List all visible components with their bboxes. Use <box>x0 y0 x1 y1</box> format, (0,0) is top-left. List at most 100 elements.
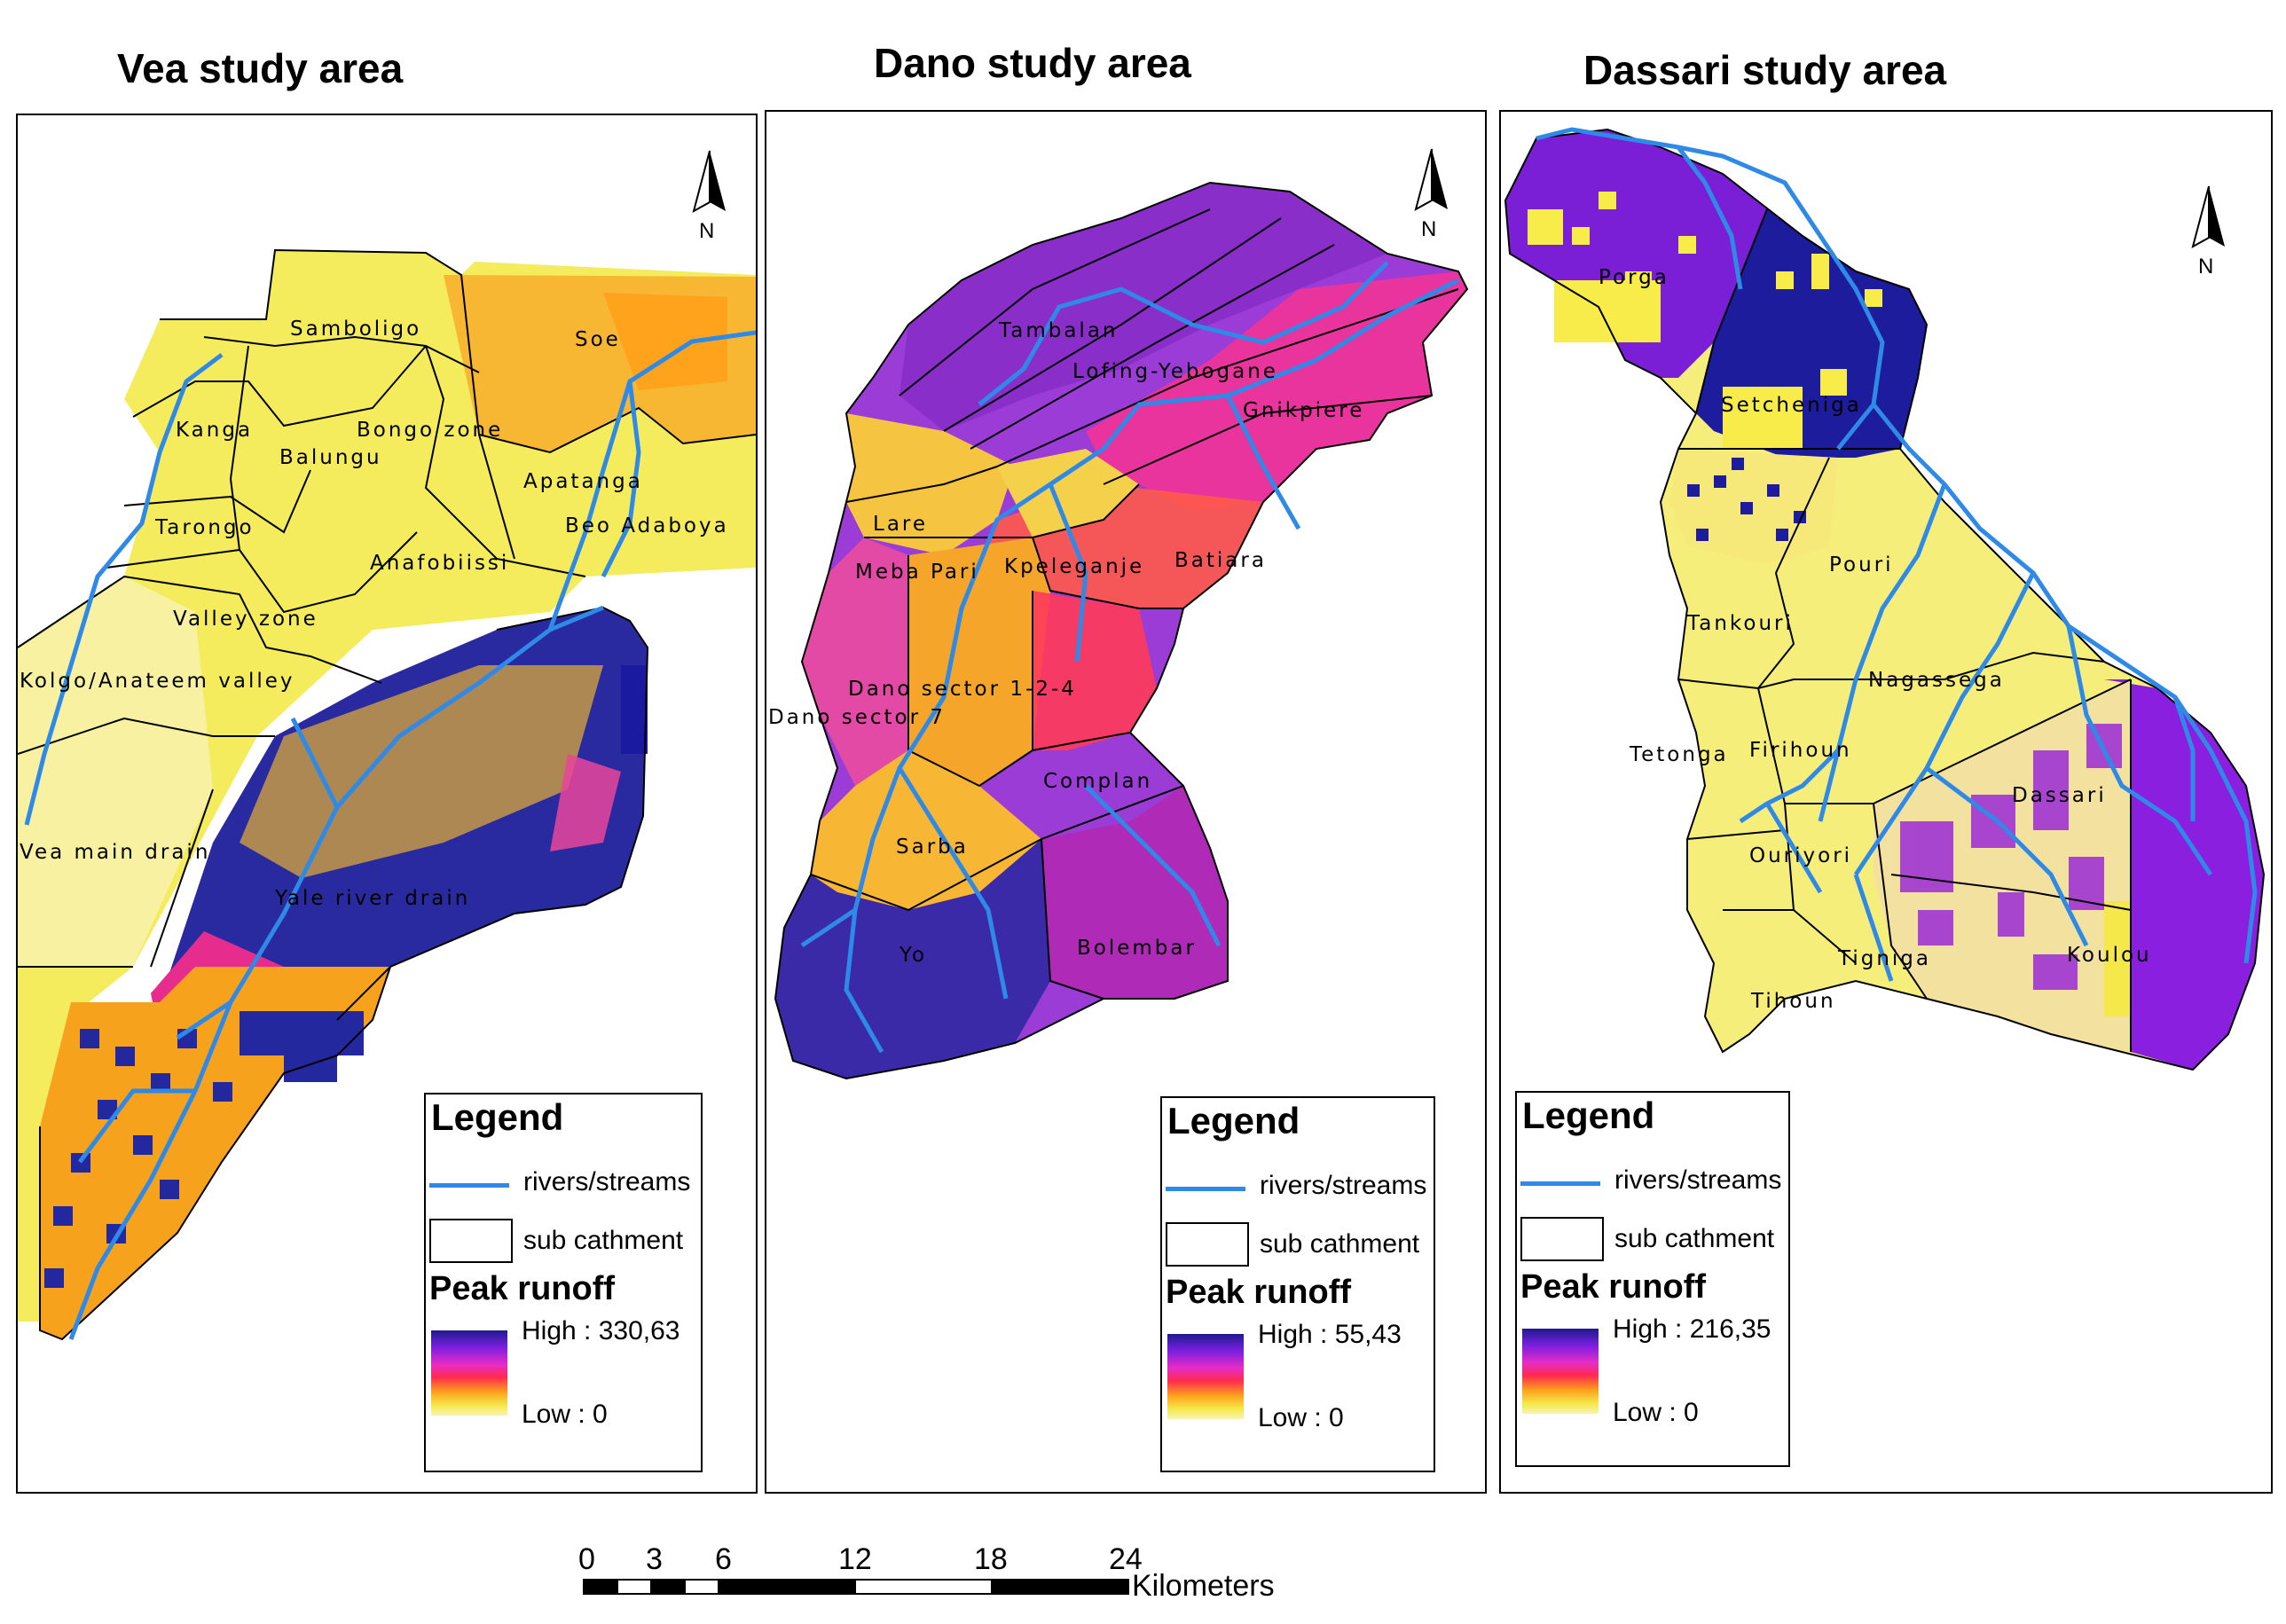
dano-label-bolembar: Bolembar <box>1077 937 1197 960</box>
dassari-legend-title: Legend <box>1522 1094 1655 1136</box>
vea-label-tarongo: Tarongo <box>154 516 255 539</box>
svg-text:N: N <box>2198 255 2213 279</box>
dano-title: Dano study area <box>874 40 1191 86</box>
dassari-label-dassari: Dassari <box>2012 784 2107 807</box>
dassari-porga-purple <box>1505 129 1767 378</box>
dano-lare-yellow <box>846 413 1015 555</box>
dano-rivers <box>800 261 1460 1054</box>
dassari-label-nagassega: Nagassega <box>1868 669 2005 692</box>
dassari-legend-sub-label: sub cathment <box>1614 1224 1775 1253</box>
vea-pale-zone <box>18 577 213 967</box>
dassari-map: Porga Setcheniga Pouri Tankouri Nagasseg… <box>1504 127 2266 1071</box>
scale-tick-24: 24 <box>1109 1542 1143 1576</box>
dassari-porga-yellow-cells <box>1528 192 1696 342</box>
scale-tick-3: 3 <box>646 1542 663 1576</box>
dassari-label-firihoun: Firihoun <box>1749 739 1852 762</box>
vea-label-kolgo: Kolgo/Anateem valley <box>20 670 295 693</box>
dassari-label-tigniga: Tigniga <box>1837 947 1931 970</box>
vea-legend-sub-label: sub cathment <box>523 1226 684 1255</box>
dano-label-complan: Complan <box>1043 770 1152 793</box>
vea-label-bongo-zone: Bongo zone <box>357 419 503 442</box>
vea-label-soe: Soe <box>575 328 621 351</box>
vea-label-beo-adaboya: Beo Adaboya <box>565 514 729 537</box>
dassari-title: Dassari study area <box>1583 47 1947 93</box>
dano-west-pink <box>802 537 908 786</box>
dassari-map-frame: Porga Setcheniga Pouri Tankouri Nagasseg… <box>1499 110 2273 1494</box>
vea-label-valley-zone: Valley zone <box>173 608 318 631</box>
dassari-legend-sub-swatch <box>1520 1217 1604 1261</box>
scale-bar-segments <box>583 1579 1129 1595</box>
vea-title: Vea study area <box>117 45 404 91</box>
vea-navy-strip <box>621 665 648 754</box>
dassari-label-tankouri: Tankouri <box>1686 612 1794 635</box>
vea-label-apatanga: Apatanga <box>523 470 643 493</box>
vea-legend-river-label: rivers/streams <box>523 1167 691 1196</box>
dassari-rivers <box>1536 127 2258 982</box>
dano-legend: Legend rivers/streams sub cathment Peak … <box>1160 1096 1435 1472</box>
dassari-mixed-zone <box>1669 449 1838 564</box>
dassari-label-setcheniga: Setcheniga <box>1721 394 1862 417</box>
dassari-legend: Legend rivers/streams sub cathment Peak … <box>1515 1091 1790 1467</box>
vea-label-yale-drain: Yale river drain <box>274 887 470 910</box>
vea-soe-orange-patch <box>603 293 727 390</box>
scale-unit: Kilometers <box>1132 1569 1275 1603</box>
vea-subcatchment-boundaries <box>18 248 756 1341</box>
dano-eastern-pink <box>1086 271 1467 511</box>
dano-sector-orange <box>908 537 1050 786</box>
dano-label-batiara: Batiara <box>1174 549 1267 572</box>
dano-kpeleganje-yellow <box>997 449 1139 537</box>
dassari-subcatchment-boundaries <box>1504 128 2266 1071</box>
dano-legend-sub-swatch <box>1166 1222 1249 1267</box>
dano-map: Tambalan Lofing-Yebogane Gnikpiere Lare … <box>768 181 1469 1080</box>
dassari-label-koulou: Koulou <box>2067 944 2152 967</box>
vea-label-anafobiissi: Anafobiissi <box>370 552 509 575</box>
dano-label-sector124: Dano sector 1-2-4 <box>848 678 1077 701</box>
dano-label-yo: Yo <box>899 944 927 967</box>
dano-label-kpeleganje: Kpeleganje <box>1004 555 1144 578</box>
dano-label-sarba: Sarba <box>896 836 969 859</box>
dano-legend-high: High : 55,43 <box>1258 1320 1402 1349</box>
scale-tick-18: 18 <box>974 1542 1008 1576</box>
dassari-legend-low: Low : 0 <box>1613 1398 1699 1427</box>
svg-text:N: N <box>1421 217 1436 241</box>
dano-north-arrow-icon: N <box>1414 148 1448 241</box>
dano-legend-river-swatch <box>1166 1187 1245 1191</box>
dassari-north-arrow-icon: N <box>2191 185 2225 279</box>
vea-legend-color-ramp <box>431 1330 507 1416</box>
dano-map-frame: Tambalan Lofing-Yebogane Gnikpiere Lare … <box>765 110 1487 1494</box>
vea-legend: Legend rivers/streams sub cathment Peak … <box>424 1093 703 1472</box>
dano-complan-red <box>1033 591 1157 750</box>
vea-legend-peak-title: Peak runoff <box>429 1270 616 1307</box>
vea-map-frame: Samboligo Soe Kanga Bongo zone Balungu A… <box>16 114 758 1494</box>
vea-legend-river-swatch <box>429 1183 509 1188</box>
dano-label-sector7: Dano sector 7 <box>768 706 946 729</box>
dano-legend-sub-label: sub cathment <box>1260 1229 1420 1259</box>
dassari-label-pouri: Pouri <box>1829 553 1894 577</box>
dano-label-lare: Lare <box>873 513 928 536</box>
dassari-legend-high: High : 216,35 <box>1613 1314 1771 1344</box>
dassari-label-ouriyori: Ouriyori <box>1749 844 1852 867</box>
vea-legend-low: Low : 0 <box>522 1400 608 1429</box>
vea-label-samboligo: Samboligo <box>290 318 421 341</box>
vea-pink-patch <box>550 754 621 851</box>
dassari-setcheniga-yellow-cells <box>1723 254 1882 449</box>
vea-pixel-cells <box>44 1011 364 1288</box>
vea-legend-sub-swatch <box>429 1219 513 1263</box>
dassari-label-porga: Porga <box>1599 266 1669 289</box>
dassari-legend-peak-title: Peak runoff <box>1520 1268 1707 1306</box>
vea-north-arrow-icon: N <box>692 150 726 243</box>
dano-label-gnikpiere: Gnikpiere <box>1243 399 1364 422</box>
vea-legend-title: Legend <box>431 1096 564 1138</box>
dassari-legend-color-ramp <box>1522 1329 1599 1414</box>
vea-low-runoff-zone <box>18 250 756 1322</box>
dassari-legend-river-swatch <box>1520 1181 1600 1186</box>
dano-label-meba-pari: Meba Pari <box>855 561 979 584</box>
dano-legend-color-ramp <box>1167 1334 1244 1419</box>
dassari-label-tetonga: Tetonga <box>1629 743 1729 766</box>
dano-legend-river-label: rivers/streams <box>1260 1171 1427 1200</box>
vea-label-kanga: Kanga <box>176 419 253 442</box>
dano-bolembar-purple <box>1041 786 1228 999</box>
svg-text:N: N <box>699 219 714 243</box>
dassari-koulou-yellow <box>2104 901 2131 1016</box>
vea-label-main-drain: Vea main drain <box>20 841 210 864</box>
